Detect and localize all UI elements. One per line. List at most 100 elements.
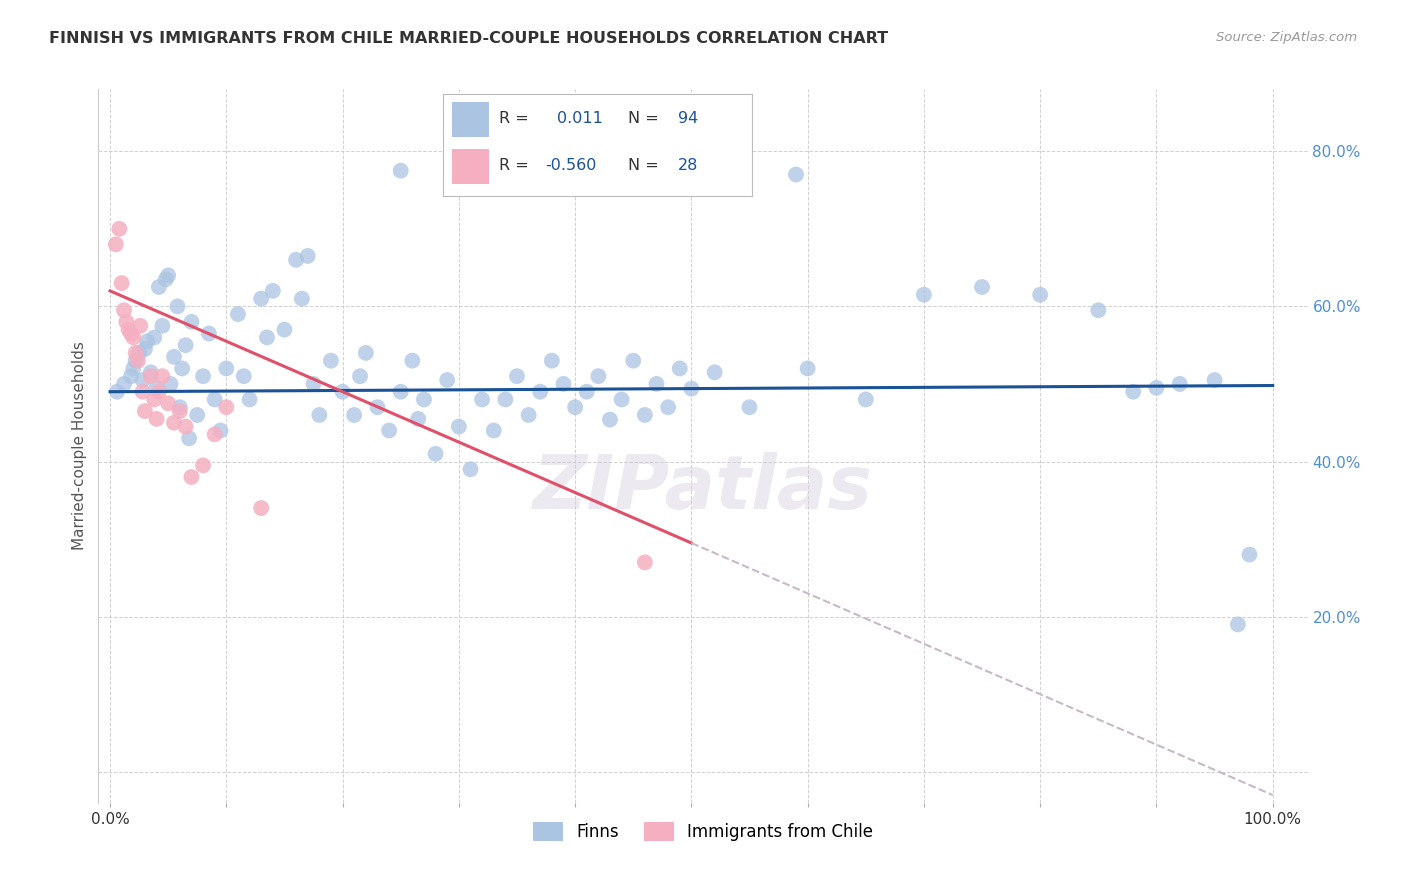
Point <box>681 382 703 396</box>
Point <box>180 315 202 329</box>
Point <box>148 384 170 399</box>
Point <box>166 299 188 313</box>
Point <box>354 346 377 360</box>
Point <box>1226 617 1249 632</box>
Point <box>174 419 197 434</box>
Point <box>145 381 167 395</box>
Point <box>588 369 610 384</box>
Bar <box>453 102 489 136</box>
Point <box>406 412 429 426</box>
Point <box>425 447 447 461</box>
Point <box>105 384 128 399</box>
Point <box>738 401 761 415</box>
Point <box>122 361 145 376</box>
Point <box>970 280 993 294</box>
Text: Source: ZipAtlas.com: Source: ZipAtlas.com <box>1216 31 1357 45</box>
Point <box>517 408 540 422</box>
Point <box>912 287 935 301</box>
Point <box>460 462 482 476</box>
Point <box>204 427 226 442</box>
Point <box>104 237 127 252</box>
Point <box>1122 384 1144 399</box>
Point <box>174 338 197 352</box>
Text: -0.560: -0.560 <box>546 158 596 173</box>
Point <box>302 376 325 391</box>
Point <box>209 424 232 438</box>
Point <box>139 365 162 379</box>
Text: R =: R = <box>499 111 529 126</box>
Point <box>588 175 610 189</box>
Point <box>120 369 142 384</box>
Point <box>634 408 657 422</box>
Point <box>136 334 159 349</box>
Text: 0.011: 0.011 <box>557 111 603 126</box>
Point <box>599 412 621 426</box>
Point <box>169 401 191 415</box>
Point <box>129 318 152 333</box>
Point <box>157 396 180 410</box>
Point <box>291 292 314 306</box>
Point <box>1204 373 1226 387</box>
Point <box>163 350 186 364</box>
Point <box>529 160 551 174</box>
Point <box>273 323 295 337</box>
Point <box>111 276 134 290</box>
Point <box>143 330 166 344</box>
Point <box>645 376 668 391</box>
Point <box>112 303 135 318</box>
Point <box>668 361 690 376</box>
Point <box>172 361 194 376</box>
Point <box>297 249 319 263</box>
Point <box>285 252 308 267</box>
Point <box>494 392 516 407</box>
Point <box>332 384 354 399</box>
Point <box>250 501 273 516</box>
Point <box>131 384 153 399</box>
Point <box>186 408 208 422</box>
Point <box>131 373 153 387</box>
Point <box>540 353 562 368</box>
Point <box>1144 381 1167 395</box>
Point <box>112 376 135 391</box>
Point <box>366 401 388 415</box>
Legend: Finns, Immigrants from Chile: Finns, Immigrants from Chile <box>526 815 880 848</box>
Point <box>215 361 238 376</box>
Text: N =: N = <box>628 158 659 173</box>
Point <box>506 369 529 384</box>
Point <box>191 369 214 384</box>
Point <box>157 268 180 283</box>
Point <box>139 369 162 384</box>
Point <box>855 392 877 407</box>
Point <box>256 330 278 344</box>
Point <box>128 346 150 360</box>
Point <box>159 376 181 391</box>
Point <box>389 163 412 178</box>
Point <box>134 342 156 356</box>
Point <box>703 365 725 379</box>
Text: ZIPatlas: ZIPatlas <box>533 452 873 525</box>
Point <box>378 424 401 438</box>
Point <box>179 431 201 445</box>
Point <box>191 458 214 473</box>
Text: 94: 94 <box>678 111 699 126</box>
Point <box>308 408 330 422</box>
Point <box>198 326 221 341</box>
Point <box>447 419 470 434</box>
Point <box>163 416 186 430</box>
Point <box>262 284 284 298</box>
Point <box>150 318 173 333</box>
Point <box>564 401 586 415</box>
Point <box>122 330 145 344</box>
Point <box>155 272 177 286</box>
Point <box>436 373 458 387</box>
Point <box>621 353 644 368</box>
Point <box>343 408 366 422</box>
Point <box>204 392 226 407</box>
Point <box>349 369 371 384</box>
Point <box>413 392 436 407</box>
Text: N =: N = <box>628 111 659 126</box>
Point <box>134 404 156 418</box>
Point <box>1087 303 1109 318</box>
Point <box>143 392 166 407</box>
Point <box>118 323 141 337</box>
